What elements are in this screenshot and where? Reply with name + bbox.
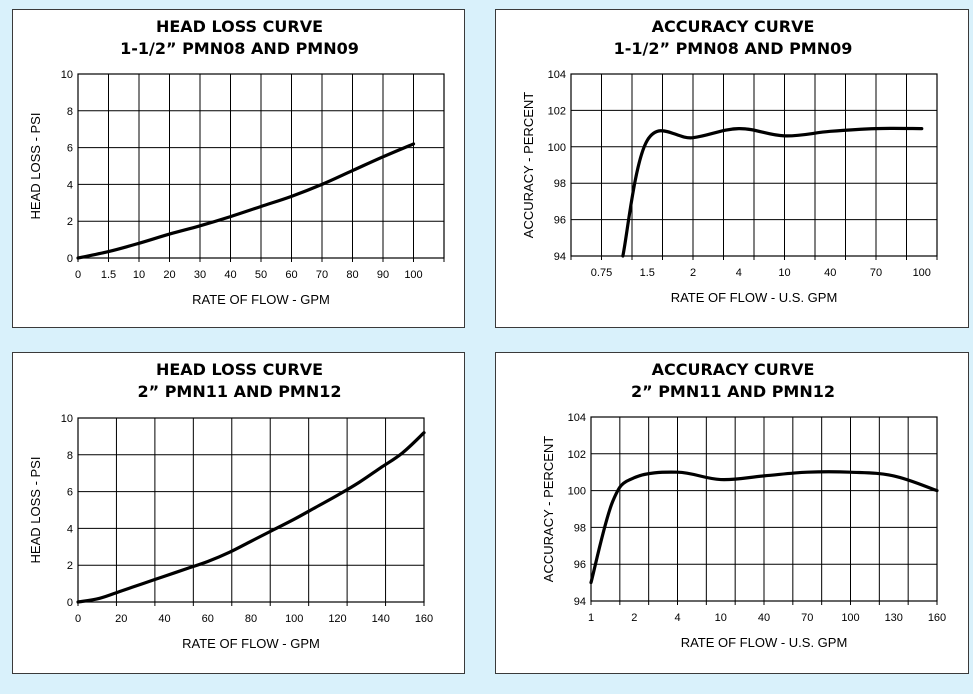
x-tick-label: 10 <box>778 267 790 279</box>
y-tick-label: 10 <box>61 413 73 425</box>
plot-frame <box>77 417 425 603</box>
chart-subtitle: 2” PMN11 AND PMN12 <box>137 382 341 401</box>
chart-title: HEAD LOSS CURVE <box>156 360 323 379</box>
x-tick-label: 100 <box>913 267 931 279</box>
x-tick-label: 1 <box>588 612 594 624</box>
chart-title: ACCURACY CURVE <box>652 17 815 36</box>
y-tick-label: 6 <box>67 487 73 499</box>
chart-panel-accuracy-1-5: ACCURACY CURVE 1-1/2” PMN08 AND PMN09 94 96… <box>495 9 969 328</box>
x-tick-label: 2 <box>631 612 637 624</box>
x-axis-label: RATE OF FLOW - GPM <box>182 636 320 651</box>
x-tick-label: 4 <box>674 612 680 624</box>
x-tick-label: 120 <box>328 613 346 625</box>
x-tick-label: 40 <box>758 612 770 624</box>
y-tick-label: 102 <box>548 105 566 117</box>
x-tick-label: 0 <box>75 269 81 281</box>
y-tick-label: 100 <box>548 142 566 154</box>
x-tick-label: 90 <box>377 269 389 281</box>
y-tick-label: 104 <box>568 412 586 424</box>
x-tick-label: 70 <box>316 269 328 281</box>
y-tick-label: 0 <box>67 253 73 265</box>
x-tick-label: 140 <box>372 613 390 625</box>
chart-subtitle: 1-1/2” PMN08 AND PMN09 <box>614 39 853 58</box>
y-tick-label: 0 <box>67 597 73 609</box>
y-tick-label: 104 <box>548 69 566 81</box>
x-tick-label: 80 <box>245 613 257 625</box>
chart-svg: ACCURACY CURVE 2” PMN11 AND PMN12 94 96 98 10… <box>541 360 946 650</box>
chart-svg: HEAD LOSS CURVE 2” PMN11 AND PMN12 0 2 4 6 8 10… <box>28 360 433 651</box>
y-tick-label: 2 <box>67 216 73 228</box>
y-tick-label: 96 <box>574 559 586 571</box>
x-tick-label: 160 <box>415 613 433 625</box>
y-tick-label: 100 <box>568 486 586 498</box>
series-line <box>589 470 939 585</box>
chart-svg: HEAD LOSS CURVE 1-1/2” PMN08 AND PMN09 0 2 4… <box>28 17 445 307</box>
x-tick-label: 70 <box>870 267 882 279</box>
x-tick-label: 10 <box>133 269 145 281</box>
chart-title: ACCURACY CURVE <box>652 360 815 379</box>
x-tick-label: 100 <box>404 269 422 281</box>
x-tick-label: 40 <box>158 613 170 625</box>
y-tick-label: 4 <box>67 523 73 535</box>
x-tick-label: 80 <box>346 269 358 281</box>
x-tick-label: 4 <box>736 267 742 279</box>
x-tick-label: 100 <box>841 612 859 624</box>
x-tick-label: 2 <box>690 267 696 279</box>
series-line <box>76 142 416 260</box>
y-tick-label: 102 <box>568 449 586 461</box>
series-line <box>621 126 924 258</box>
x-tick-label: 60 <box>285 269 297 281</box>
x-tick-label: 40 <box>824 267 836 279</box>
y-tick-label: 2 <box>67 560 73 572</box>
y-tick-label: 96 <box>554 215 566 227</box>
x-tick-label: 70 <box>801 612 813 624</box>
y-axis-label: ACCURACY - PERCENT <box>521 92 536 238</box>
y-tick-label: 10 <box>61 69 73 81</box>
chart-subtitle: 2” PMN11 AND PMN12 <box>631 382 835 401</box>
x-tick-label: 20 <box>163 269 175 281</box>
y-tick-label: 98 <box>574 522 586 534</box>
series-line <box>76 431 426 604</box>
x-tick-label: 30 <box>194 269 206 281</box>
x-axis-label: RATE OF FLOW - U.S. GPM <box>681 635 848 650</box>
x-axis-label: RATE OF FLOW - GPM <box>192 292 330 307</box>
x-tick-label: 0 <box>75 613 81 625</box>
y-axis-label: HEAD LOSS - PSI <box>28 113 43 220</box>
y-tick-label: 94 <box>554 251 566 263</box>
x-tick-label: 20 <box>115 613 127 625</box>
x-tick-label: 1.5 <box>101 269 116 281</box>
x-tick-label: 50 <box>255 269 267 281</box>
x-tick-label: 40 <box>224 269 236 281</box>
x-tick-label: 0.75 <box>591 267 612 279</box>
y-tick-label: 4 <box>67 179 73 191</box>
y-tick-label: 8 <box>67 450 73 462</box>
x-tick-label: 60 <box>202 613 214 625</box>
y-tick-label: 8 <box>67 106 73 118</box>
x-tick-label: 160 <box>928 612 946 624</box>
x-tick-label: 1.5 <box>640 267 655 279</box>
x-axis-label: RATE OF FLOW - U.S. GPM <box>671 290 838 305</box>
y-tick-label: 94 <box>574 596 586 608</box>
y-axis-label: HEAD LOSS - PSI <box>28 457 43 564</box>
chart-panel-head-loss-2: HEAD LOSS CURVE 2” PMN11 AND PMN12 0 2 4 6 8 10… <box>12 352 465 674</box>
y-axis-label: ACCURACY - PERCENT <box>541 436 556 582</box>
chart-subtitle: 1-1/2” PMN08 AND PMN09 <box>120 39 359 58</box>
x-tick-label: 10 <box>715 612 727 624</box>
x-tick-label: 130 <box>885 612 903 624</box>
y-tick-label: 6 <box>67 143 73 155</box>
y-tick-label: 98 <box>554 178 566 190</box>
x-tick-label: 100 <box>285 613 303 625</box>
chart-panel-head-loss-1-5: HEAD LOSS CURVE 1-1/2” PMN08 AND PMN09 0 2 4… <box>12 9 465 328</box>
chart-panel-accuracy-2: ACCURACY CURVE 2” PMN11 AND PMN12 94 96 98 10… <box>495 352 969 674</box>
chart-title: HEAD LOSS CURVE <box>156 17 323 36</box>
chart-svg: ACCURACY CURVE 1-1/2” PMN08 AND PMN09 94 96… <box>521 17 938 305</box>
